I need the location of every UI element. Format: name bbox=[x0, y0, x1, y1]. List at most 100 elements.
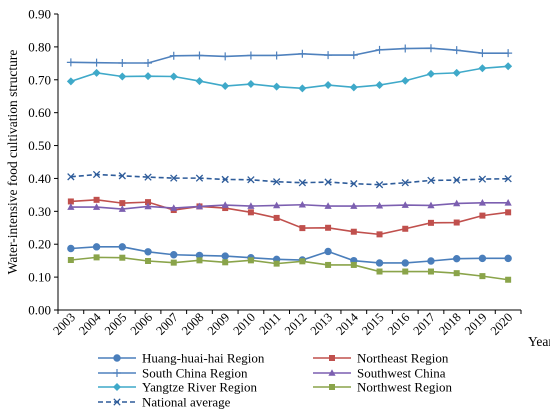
series-national-average bbox=[67, 170, 512, 189]
data-point bbox=[504, 198, 512, 206]
data-point bbox=[324, 81, 333, 90]
data-point bbox=[401, 259, 409, 267]
data-point bbox=[93, 196, 100, 203]
data-point bbox=[427, 268, 434, 275]
series-northeast-region bbox=[67, 196, 512, 238]
x-tick-label: 2008 bbox=[179, 310, 207, 338]
y-tick-label: 0.60 bbox=[28, 105, 51, 120]
series-line-south-china-region bbox=[70, 47, 509, 64]
x-tick-label: 2011 bbox=[257, 310, 284, 337]
data-point bbox=[246, 51, 255, 60]
y-tick-label: 0.30 bbox=[28, 204, 51, 219]
y-tick-label: 0.20 bbox=[28, 237, 51, 252]
data-point bbox=[195, 77, 204, 86]
data-point bbox=[67, 198, 74, 205]
data-point bbox=[246, 80, 255, 89]
data-point bbox=[427, 219, 434, 226]
x-tick-label: 2009 bbox=[205, 310, 233, 338]
data-point bbox=[402, 225, 409, 232]
legend-item-huang-huai-hai-region: Huang-huai-hai Region bbox=[98, 351, 265, 366]
x-tick-label: 2012 bbox=[282, 310, 310, 338]
y-tick-label: 0.90 bbox=[28, 7, 51, 22]
data-point bbox=[401, 44, 410, 53]
data-point bbox=[273, 201, 281, 209]
legend-marker bbox=[113, 354, 121, 362]
data-point bbox=[299, 258, 306, 265]
data-point bbox=[453, 199, 461, 207]
data-point bbox=[452, 254, 461, 263]
data-point bbox=[325, 224, 332, 231]
x-tick-label: 2019 bbox=[462, 310, 490, 338]
data-point bbox=[169, 72, 178, 81]
data-point bbox=[375, 181, 384, 189]
legend-item-northwest-region: Northwest Region bbox=[313, 380, 452, 395]
legend-label: Northwest Region bbox=[357, 380, 452, 395]
data-point bbox=[92, 170, 101, 179]
data-point bbox=[272, 82, 281, 91]
x-tick-label: 2013 bbox=[308, 310, 336, 338]
series-layer bbox=[66, 44, 513, 283]
data-point bbox=[426, 69, 435, 78]
data-point bbox=[170, 259, 177, 266]
x-tick-label: 2020 bbox=[488, 310, 516, 338]
series-southwest-china bbox=[67, 198, 512, 212]
data-point bbox=[402, 268, 409, 275]
data-point bbox=[221, 82, 230, 91]
y-axis-title: Water-intensive food cultivation structu… bbox=[5, 50, 20, 275]
data-point bbox=[66, 77, 75, 86]
data-point bbox=[401, 179, 409, 187]
data-point bbox=[247, 257, 254, 264]
y-tick-label: 0.40 bbox=[28, 171, 51, 186]
data-point bbox=[350, 202, 358, 209]
legend-label: Huang-huai-hai Region bbox=[142, 351, 265, 366]
series-line-huang-huai-hai-region bbox=[70, 246, 509, 264]
series-line-yangtze-river-region bbox=[70, 65, 509, 90]
x-tick-label: 2006 bbox=[128, 310, 156, 338]
plot-area bbox=[57, 14, 521, 311]
x-tick-label: 2010 bbox=[230, 310, 258, 338]
y-tick-label: 0.10 bbox=[28, 270, 51, 285]
data-point bbox=[67, 257, 74, 264]
data-point bbox=[298, 179, 307, 187]
y-tick-label: 0.50 bbox=[28, 138, 51, 153]
data-point bbox=[479, 273, 486, 280]
data-point bbox=[272, 51, 281, 60]
legend-marker bbox=[113, 398, 121, 406]
data-point bbox=[67, 244, 75, 253]
data-point bbox=[144, 72, 153, 81]
legend-marker bbox=[329, 355, 335, 361]
data-point bbox=[145, 199, 152, 206]
data-point bbox=[350, 180, 358, 188]
data-point bbox=[375, 259, 384, 267]
data-point bbox=[349, 83, 358, 92]
data-point bbox=[504, 254, 512, 263]
data-point bbox=[401, 76, 410, 85]
y-tick-label: 0.00 bbox=[28, 303, 51, 318]
data-point bbox=[452, 68, 461, 77]
data-point bbox=[505, 209, 512, 216]
data-point bbox=[453, 219, 460, 226]
y-tick-label: 0.80 bbox=[28, 39, 51, 54]
legend-label: South China Region bbox=[142, 366, 248, 381]
data-point bbox=[376, 268, 383, 275]
data-point bbox=[452, 46, 461, 55]
data-point bbox=[195, 51, 204, 60]
data-point bbox=[504, 62, 513, 71]
data-point bbox=[170, 204, 178, 211]
data-point bbox=[92, 243, 101, 251]
data-point bbox=[324, 202, 332, 209]
data-point bbox=[273, 260, 280, 267]
data-point bbox=[221, 175, 229, 184]
legend-label: Northeast Region bbox=[357, 351, 449, 366]
data-point bbox=[221, 52, 230, 61]
y-axis-ticks: 0.00 0.10 0.20 0.30 0.40 0.50 0.60 0.70 0.80 0.90 bbox=[28, 7, 58, 318]
legend-label: National average bbox=[142, 395, 231, 410]
data-point bbox=[478, 49, 487, 58]
legend-marker bbox=[113, 369, 121, 377]
legend-label: Yangtze River Region bbox=[142, 380, 257, 395]
data-point bbox=[169, 51, 178, 60]
data-point bbox=[144, 173, 152, 181]
legend: Huang-huai-hai Region Northeast Region Sou… bbox=[98, 351, 452, 410]
data-point bbox=[247, 176, 255, 184]
data-point bbox=[324, 247, 332, 256]
